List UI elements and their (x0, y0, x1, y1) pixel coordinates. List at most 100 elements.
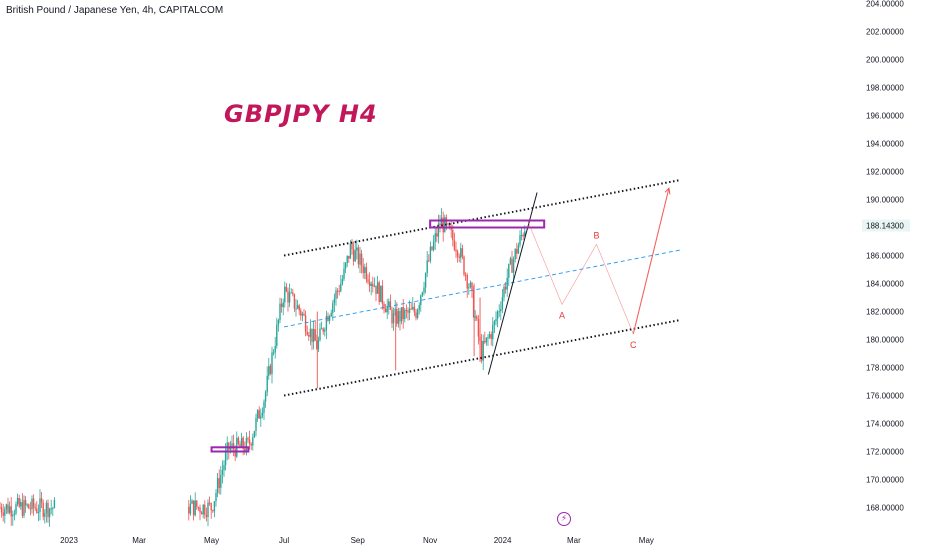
y-tick-label: 178.00000 (866, 364, 904, 373)
candle-body (189, 503, 192, 514)
candle-body (50, 508, 52, 510)
candle-body (210, 503, 212, 511)
x-tick-label: Mar (567, 536, 581, 545)
candle-body (47, 502, 49, 518)
candle-body (28, 504, 30, 509)
y-tick-label: 204.00000 (866, 0, 904, 9)
candle-body (269, 365, 272, 374)
candle-body (413, 306, 416, 313)
candle-body (264, 392, 267, 402)
candle-body (416, 309, 419, 318)
x-tick-label: May (639, 536, 654, 545)
candle-body (335, 290, 337, 299)
y-tick-label: 170.00000 (866, 476, 904, 485)
candle-body (292, 292, 294, 294)
candle-body (365, 267, 368, 280)
candle-body (336, 290, 339, 292)
candle-body (460, 248, 462, 258)
x-tick-label: May (204, 536, 219, 545)
candle-body (514, 249, 516, 260)
candle-body (212, 510, 214, 512)
candle-body (490, 334, 492, 340)
candle-body (4, 509, 6, 516)
candle-body (287, 291, 289, 303)
channel-mid-line[interactable] (283, 249, 681, 328)
candle-body (280, 303, 283, 308)
candle-body (20, 502, 22, 507)
candle-body (399, 311, 401, 322)
resistance-zone[interactable] (429, 219, 546, 229)
candle-body (492, 324, 494, 340)
candle-body (474, 316, 476, 318)
y-tick-label: 190.00000 (866, 196, 904, 205)
candle-body (452, 230, 454, 240)
projection-path[interactable] (632, 188, 670, 335)
candle-body (284, 286, 286, 303)
candle-body (447, 223, 449, 225)
candle-body (322, 328, 324, 332)
candle-body (272, 352, 275, 354)
projection-path[interactable] (596, 244, 634, 335)
candle-body (380, 285, 382, 302)
projection-path[interactable] (561, 244, 597, 305)
candle-body (325, 315, 328, 330)
candle-body (317, 340, 320, 350)
candle-body (260, 415, 262, 419)
candle-body (488, 334, 491, 338)
candle-body (204, 504, 206, 515)
candle-body (290, 292, 292, 294)
chart-annotation-title: GBPJPY H4 (224, 100, 378, 128)
candle-body (29, 508, 32, 510)
candle-body (34, 507, 36, 509)
candle-body (368, 281, 371, 287)
symbol-legend: British Pound / Japanese Yen, 4h, CAPITA… (6, 5, 224, 16)
candle-body (296, 305, 299, 309)
channel-upper-line[interactable] (283, 178, 681, 257)
candle-body (428, 260, 430, 262)
resistance-zone[interactable] (210, 446, 250, 453)
x-tick-label: 2023 (60, 536, 78, 545)
y-tick-label: 182.00000 (866, 308, 904, 317)
candle-body (404, 309, 406, 320)
candle-body (40, 498, 43, 503)
candle-body (487, 337, 489, 339)
candle-body (10, 506, 12, 517)
x-tick-label: Mar (132, 536, 146, 545)
candle-body (410, 308, 412, 310)
candle-body (306, 331, 308, 335)
candle-body (205, 514, 208, 517)
candle-body (370, 283, 372, 287)
candle-body (303, 313, 305, 316)
candle-body (21, 502, 24, 516)
candle-body (304, 315, 307, 332)
candle-body (448, 223, 451, 229)
y-tick-label: 196.00000 (866, 112, 904, 121)
candle-body (250, 443, 252, 446)
candle-body (26, 504, 28, 506)
candle-body (24, 499, 27, 506)
candle-body (15, 504, 17, 514)
candle-body (396, 308, 398, 324)
candle-body (12, 514, 14, 517)
candle-body (215, 492, 217, 502)
candle-body (378, 282, 380, 302)
candle-body (516, 249, 518, 254)
candle-body (285, 286, 288, 292)
x-axis[interactable]: 2023 Mar May Jul Sep Nov 2024 Mar May (60, 536, 654, 545)
flash-icon[interactable]: ⚡ (557, 512, 571, 526)
candle-body (495, 319, 497, 322)
candle-body (245, 438, 248, 452)
candle-body (208, 502, 211, 504)
y-axis[interactable]: 204.00000 202.00000 200.00000 198.00000 196.… (862, 0, 910, 513)
channel-lower-line[interactable] (283, 318, 681, 397)
trend-line[interactable] (487, 192, 538, 375)
candle-body (349, 243, 352, 259)
candle-body (351, 243, 353, 250)
candle-body (500, 308, 502, 312)
candle-body (354, 250, 356, 262)
candle-body (23, 499, 25, 516)
drawing-overlays: A B C (210, 178, 681, 453)
candle-body (316, 340, 318, 350)
projection-path[interactable] (527, 220, 563, 305)
